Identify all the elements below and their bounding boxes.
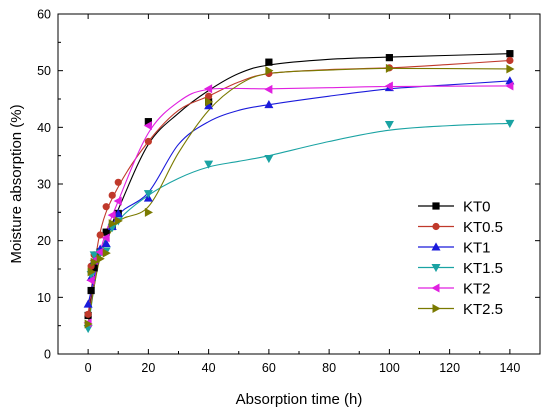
data-point-kt0-5 <box>114 178 122 186</box>
x-tick-label: 100 <box>379 361 400 375</box>
legend-marker <box>432 222 440 231</box>
data-point-kt1-5 <box>143 190 153 199</box>
legend-item-kt1-5: KT1.5 <box>418 260 503 277</box>
data-point-kt1 <box>83 299 93 308</box>
data-point-kt2 <box>113 196 122 206</box>
y-tick-label: 30 <box>37 178 51 192</box>
data-point-kt2 <box>384 81 393 91</box>
y-tick-label: 10 <box>37 291 51 305</box>
data-point-kt1 <box>101 238 111 247</box>
x-axis-title: Absorption time (h) <box>236 391 363 408</box>
data-point-kt2-5 <box>205 97 214 107</box>
data-point-kt2-5 <box>108 219 117 229</box>
legend: KT0 KT0.5 KT1 KT1.5 KT2 KT2.5 <box>418 199 503 318</box>
data-point-kt0 <box>385 54 393 62</box>
legend-label: KT0.5 <box>463 219 503 236</box>
data-point-kt2 <box>107 210 116 220</box>
y-tick-label: 0 <box>44 348 51 362</box>
legend-item-kt2: KT2 <box>418 281 491 298</box>
x-tick-label: 80 <box>322 361 336 375</box>
legend-marker <box>431 242 441 251</box>
data-point-kt2 <box>264 84 273 94</box>
series-line-kt0 <box>87 53 510 316</box>
legend-label: KT2 <box>463 281 491 298</box>
data-point-kt2-5 <box>84 319 93 329</box>
x-tick-label: 60 <box>262 361 276 375</box>
legend-marker <box>432 202 440 210</box>
data-point-kt2-5 <box>96 254 105 264</box>
y-tick-label: 60 <box>37 8 51 22</box>
y-tick-label: 50 <box>37 64 51 78</box>
data-point-kt2-5 <box>90 257 99 267</box>
series-markers <box>83 50 515 334</box>
legend-label: KT0 <box>463 199 491 216</box>
data-point-kt1 <box>113 208 123 217</box>
data-point-kt2 <box>101 233 110 243</box>
data-point-kt1 <box>264 100 274 109</box>
series-line-kt2-5 <box>87 67 510 325</box>
data-point-kt2-5 <box>265 66 274 76</box>
y-axis-title: Moisture absorption (%) <box>8 104 25 263</box>
legend-item-kt1: KT1 <box>418 240 491 257</box>
legend-label: KT1 <box>463 240 491 257</box>
y-tick-label: 40 <box>37 121 51 135</box>
data-point-kt2-5 <box>102 248 111 258</box>
data-point-kt1-5 <box>505 119 515 128</box>
legend-marker <box>431 283 440 293</box>
data-point-kt1-5 <box>204 160 214 169</box>
data-point-kt0-5 <box>96 231 104 239</box>
series-line-kt2 <box>87 85 510 323</box>
data-point-kt2-5 <box>506 64 515 74</box>
data-point-kt0 <box>506 50 514 58</box>
data-point-kt0-5 <box>108 191 116 199</box>
data-point-kt2 <box>143 121 152 131</box>
legend-marker <box>431 263 441 273</box>
series-line-kt0-5 <box>87 59 510 315</box>
data-point-kt2-5 <box>385 63 394 73</box>
data-point-kt0 <box>265 58 273 66</box>
x-tick-label: 140 <box>499 361 520 375</box>
data-point-kt0-5 <box>102 203 110 211</box>
data-point-kt2 <box>505 81 514 91</box>
data-point-kt2-5 <box>144 207 153 217</box>
legend-marker <box>432 303 441 314</box>
legend-label: KT2.5 <box>463 301 503 318</box>
data-point-kt0-5 <box>84 310 92 318</box>
data-point-kt2-5 <box>87 267 96 277</box>
legend-item-kt0-5: KT0.5 <box>418 219 503 236</box>
legend-item-kt2-5: KT2.5 <box>418 301 503 318</box>
y-tick-label: 20 <box>37 234 51 248</box>
data-point-kt1-5 <box>264 155 274 164</box>
x-tick-label: 40 <box>202 361 216 375</box>
legend-item-kt0: KT0 <box>418 199 491 216</box>
data-point-kt2-5 <box>114 216 123 226</box>
data-point-kt0 <box>87 286 95 295</box>
x-tick-label: 0 <box>85 361 92 375</box>
x-tick-label: 120 <box>439 361 460 375</box>
data-point-kt2 <box>86 275 95 285</box>
data-point-kt2 <box>204 84 213 94</box>
axis-ticks: 0 20 40 60 80 100 120 140 0 10 20 30 40 50 60 <box>37 8 541 375</box>
data-point-kt1-5 <box>384 121 394 130</box>
data-point-kt0-5 <box>144 137 152 146</box>
legend-label: KT1.5 <box>463 260 503 277</box>
x-tick-label: 20 <box>141 361 155 375</box>
data-point-kt1-5 <box>89 251 99 260</box>
data-point-kt0-5 <box>506 56 514 65</box>
